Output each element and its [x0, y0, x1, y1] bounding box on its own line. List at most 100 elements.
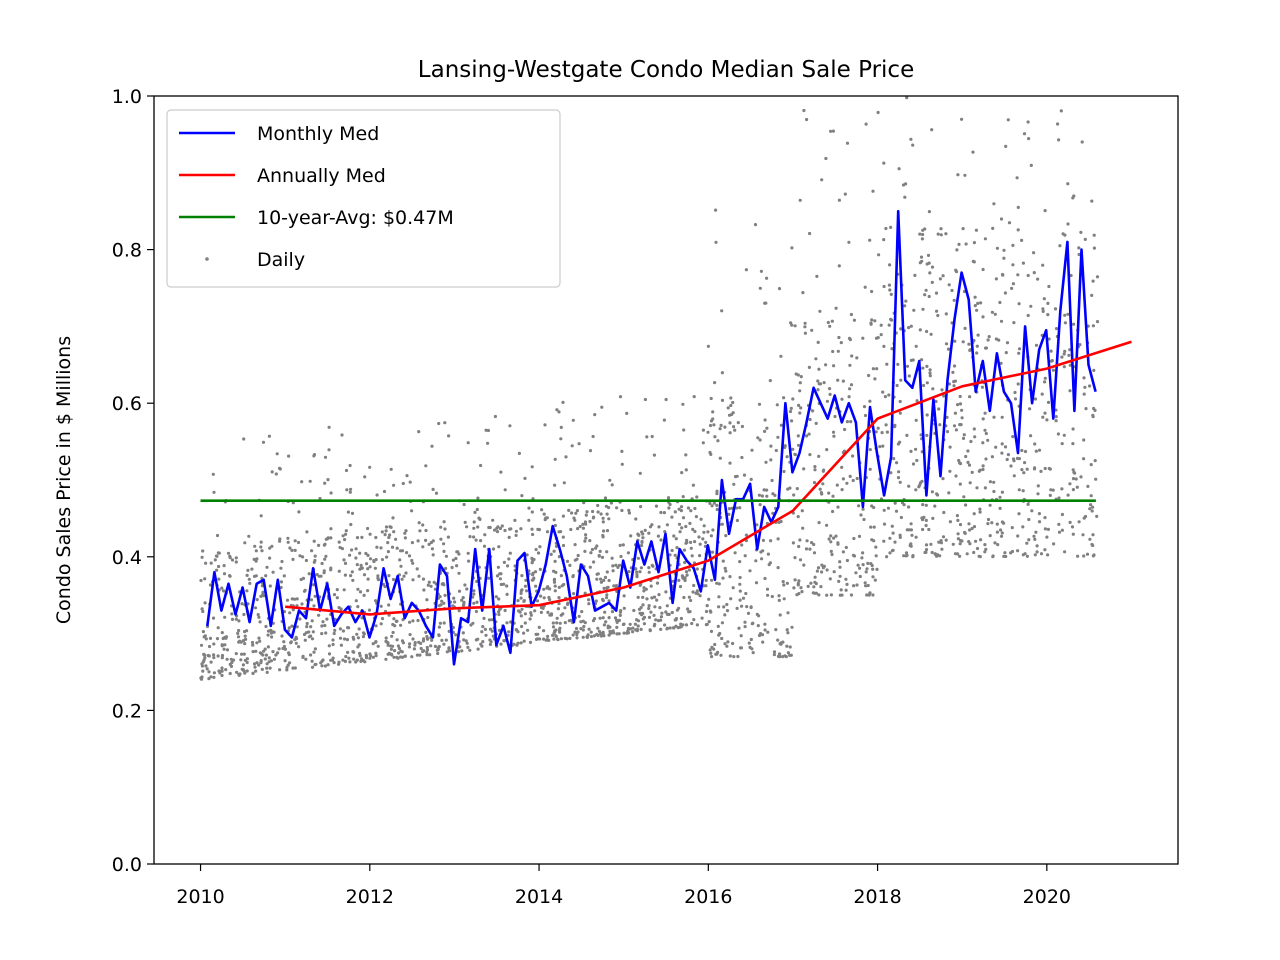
- daily-point: [432, 580, 436, 584]
- daily-point: [584, 536, 588, 540]
- daily-point: [255, 598, 259, 602]
- daily-point: [463, 520, 467, 525]
- daily-point: [622, 631, 626, 635]
- daily-point: [303, 638, 307, 642]
- daily-point: [457, 589, 462, 593]
- daily-point: [778, 652, 782, 656]
- daily-point: [565, 637, 569, 641]
- daily-point: [507, 557, 511, 561]
- daily-point: [963, 326, 967, 330]
- daily-point: [203, 653, 207, 657]
- daily-point: [457, 609, 461, 613]
- daily-point: [1040, 392, 1044, 396]
- daily-point: [947, 283, 951, 287]
- daily-point: [204, 637, 208, 641]
- daily-point: [1023, 449, 1028, 454]
- daily-point: [897, 167, 901, 171]
- daily-point: [785, 455, 789, 459]
- daily-point: [527, 518, 531, 522]
- daily-point: [265, 670, 269, 675]
- daily-point: [642, 586, 646, 590]
- daily-point: [399, 623, 403, 627]
- daily-point: [217, 669, 221, 673]
- daily-point: [968, 395, 972, 399]
- daily-point: [978, 507, 982, 511]
- daily-point: [1056, 122, 1060, 126]
- daily-point: [952, 298, 956, 302]
- daily-point: [447, 629, 451, 634]
- daily-point: [682, 548, 687, 552]
- daily-point: [574, 511, 578, 515]
- daily-point: [909, 528, 914, 532]
- daily-point: [999, 534, 1004, 538]
- daily-point: [708, 648, 712, 652]
- daily-point: [337, 660, 341, 664]
- daily-point: [412, 647, 416, 651]
- daily-point: [874, 554, 878, 558]
- daily-point: [576, 527, 580, 531]
- daily-point: [611, 569, 615, 573]
- daily-point: [411, 619, 415, 623]
- daily-point: [832, 434, 836, 438]
- daily-point: [444, 638, 448, 642]
- daily-point: [836, 505, 840, 509]
- daily-point: [461, 631, 465, 635]
- daily-point: [1029, 434, 1033, 438]
- daily-point: [1082, 438, 1086, 442]
- daily-point: [1060, 512, 1064, 517]
- daily-point: [972, 241, 977, 245]
- daily-point: [764, 460, 768, 464]
- daily-point: [622, 594, 626, 598]
- daily-point: [738, 582, 742, 586]
- daily-point: [268, 546, 272, 550]
- daily-point: [340, 433, 344, 437]
- daily-point: [861, 507, 865, 511]
- daily-point: [697, 535, 701, 539]
- daily-point: [395, 638, 399, 642]
- daily-point: [756, 436, 760, 440]
- daily-point: [1046, 553, 1050, 557]
- daily-point: [1063, 233, 1067, 237]
- daily-point: [851, 478, 855, 483]
- daily-point: [312, 454, 316, 458]
- daily-point: [271, 650, 275, 654]
- daily-point: [405, 551, 409, 555]
- daily-point: [1006, 453, 1011, 457]
- daily-point: [695, 589, 699, 593]
- x-tick-label: 2014: [515, 886, 563, 908]
- daily-point: [786, 631, 790, 635]
- daily-point: [1054, 419, 1058, 423]
- daily-point: [213, 558, 217, 562]
- daily-point: [832, 570, 836, 574]
- daily-point: [407, 554, 412, 558]
- daily-point: [873, 319, 877, 323]
- daily-point: [354, 660, 358, 664]
- daily-point: [868, 448, 872, 452]
- daily-point: [929, 332, 933, 336]
- daily-point: [439, 537, 443, 541]
- daily-point: [641, 617, 645, 621]
- daily-point: [254, 649, 258, 653]
- daily-point: [724, 569, 728, 573]
- daily-point: [399, 564, 403, 568]
- daily-point: [913, 273, 917, 277]
- daily-point: [217, 577, 221, 581]
- daily-point: [769, 444, 773, 448]
- daily-point: [893, 540, 897, 544]
- daily-point: [743, 625, 747, 629]
- daily-point: [552, 578, 557, 582]
- daily-point: [586, 633, 590, 637]
- daily-point: [689, 598, 693, 603]
- daily-point: [1029, 304, 1033, 308]
- daily-point: [321, 658, 325, 662]
- daily-point: [782, 396, 786, 400]
- daily-point: [532, 576, 536, 580]
- daily-point: [882, 539, 886, 543]
- daily-point: [709, 534, 714, 538]
- daily-point: [271, 570, 275, 574]
- daily-point: [894, 509, 899, 513]
- daily-point: [972, 512, 976, 516]
- daily-point: [843, 192, 847, 196]
- daily-point: [403, 654, 407, 658]
- daily-point: [559, 530, 563, 534]
